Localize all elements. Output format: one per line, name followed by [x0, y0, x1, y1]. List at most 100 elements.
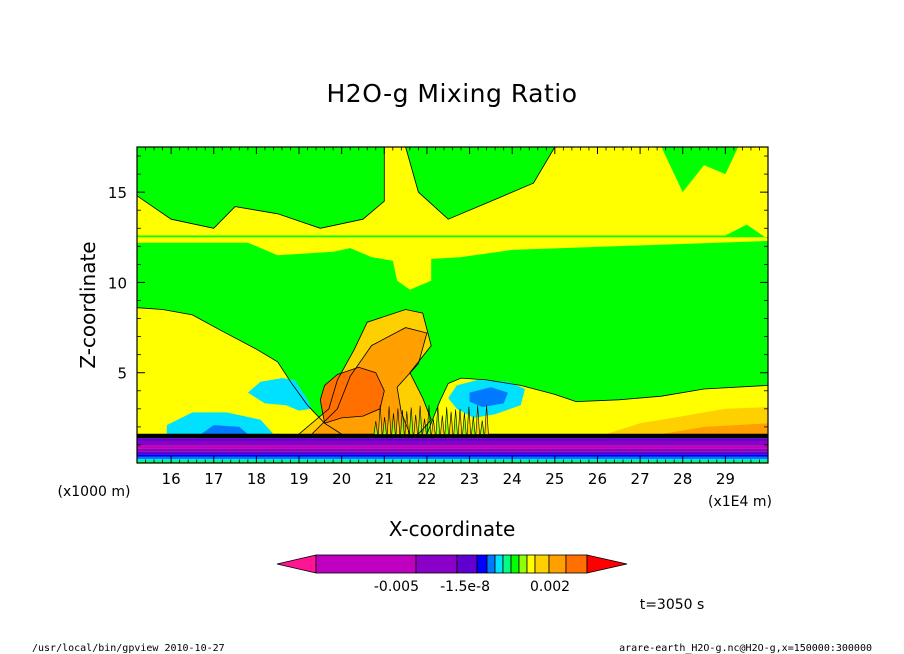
surface-band-0 — [137, 433, 768, 439]
colorbar-box-9 — [518, 554, 528, 574]
x-unit-label: (x1E4 m) — [708, 494, 772, 510]
dense-contour-23 — [475, 405, 480, 435]
time-label: t=3050 s — [640, 597, 705, 613]
contour-region-1 — [137, 147, 385, 229]
x-axis-label: X-coordinate — [389, 517, 516, 541]
dense-contour-17 — [449, 411, 454, 435]
y-axis-ticks: 5 10 15 — [108, 155, 768, 446]
x-tick-label-18: 18 — [247, 470, 266, 488]
dense-contour-5 — [395, 408, 400, 435]
footer-left: /usr/local/bin/gpview 2010-10-27 — [32, 643, 225, 654]
y-tick-label-10: 10 — [108, 274, 127, 292]
chart-title: H2O-g Mixing Ratio — [326, 79, 577, 108]
surface-band-3 — [137, 445, 768, 449]
footer-right: arare-earth_H2O-g.nc@H2O-g,x=150000:3000… — [619, 643, 872, 654]
dense-contour-24 — [480, 420, 485, 435]
colorbar-box-6 — [494, 554, 504, 574]
dense-contour-18 — [453, 409, 458, 435]
x-tick-label-25: 25 — [545, 470, 564, 488]
x-tick-label-29: 29 — [716, 470, 735, 488]
contour-line-3 — [311, 327, 428, 435]
contour-fill-regions — [137, 147, 768, 463]
colorbar-box-10 — [526, 554, 536, 574]
x-tick-label-28: 28 — [673, 470, 692, 488]
colorbar-box-8 — [510, 554, 520, 574]
surface-band-7 — [137, 456, 768, 460]
contour-region-14 — [247, 378, 312, 411]
surface-band-6 — [137, 454, 768, 457]
contour-line-0 — [137, 147, 385, 229]
contour-region-16 — [469, 387, 508, 407]
contour-line-1 — [405, 147, 556, 220]
colorbar-tick-labels: -0.005 -1.5e-8 0.002 — [374, 579, 570, 595]
colorbar-lower-arrow — [276, 554, 317, 574]
colorbar-tick-label-2: 0.002 — [530, 579, 570, 595]
colorbar-box-5 — [486, 554, 496, 574]
contour-region-18 — [201, 425, 248, 435]
dense-contour-1 — [378, 405, 383, 435]
plot-area — [137, 147, 768, 463]
contour-line-4 — [319, 366, 385, 424]
dense-contour-9 — [413, 414, 418, 435]
y-unit-label: (x1000 m) — [58, 484, 131, 500]
colorbar-upper-arrow — [586, 554, 628, 574]
x-tick-label-22: 22 — [417, 470, 436, 488]
contour-region-12 — [661, 423, 768, 435]
colorbar-box-13 — [565, 554, 588, 574]
surface-band-1 — [137, 438, 768, 441]
colorbar-box-3 — [456, 554, 478, 574]
colorbar-box-12 — [548, 554, 567, 574]
dense-contour-zone — [373, 405, 489, 435]
y-tick-label-5: 5 — [117, 365, 127, 383]
dense-contour-13 — [431, 419, 436, 435]
dense-contour-4 — [391, 413, 396, 435]
x-tick-label-23: 23 — [460, 470, 479, 488]
colorbar-box-1 — [315, 554, 417, 574]
colorbar — [276, 554, 628, 574]
contour-region-13 — [320, 367, 385, 424]
contour-region-6 — [137, 392, 206, 409]
colorbar-box-7 — [502, 554, 512, 574]
x-tick-label-26: 26 — [588, 470, 607, 488]
dense-contour-21 — [466, 406, 471, 435]
dense-contour-19 — [457, 408, 463, 435]
dense-contour-10 — [418, 405, 423, 435]
surface-bands — [137, 433, 768, 463]
contour-line-6 — [426, 377, 768, 435]
surface-band-4 — [137, 448, 768, 452]
dense-contour-15 — [440, 415, 445, 435]
dense-contour-22 — [471, 416, 476, 435]
x-tick-label-19: 19 — [289, 470, 308, 488]
dense-contour-0 — [373, 421, 378, 435]
contour-region-3 — [661, 147, 739, 193]
x-tick-label-27: 27 — [631, 470, 650, 488]
contour-line-2 — [298, 309, 432, 435]
x-tick-label-16: 16 — [162, 470, 181, 488]
x-axis-ticks: 16 17 18 19 20 21 22 23 24 25 26 27 28 29 — [136, 147, 760, 488]
surface-band-2 — [137, 440, 768, 446]
colorbar-box-11 — [534, 554, 550, 574]
y-axis-label: Z-coordinate — [76, 241, 100, 368]
contour-region-2 — [405, 147, 555, 220]
contour-lines — [137, 147, 768, 435]
x-tick-label-20: 20 — [332, 470, 351, 488]
contour-region-17 — [166, 412, 274, 435]
dense-contour-2 — [382, 416, 387, 435]
surface-band-5 — [137, 451, 768, 455]
dense-contour-6 — [400, 409, 405, 435]
dense-contour-16 — [444, 407, 449, 435]
x-tick-label-24: 24 — [503, 470, 522, 488]
colorbar-box-4 — [476, 554, 488, 574]
dense-contour-3 — [387, 406, 392, 435]
colorbar-box-2 — [415, 554, 458, 574]
colorbar-tick-label-1: -1.5e-8 — [440, 579, 490, 595]
y-tick-label-15: 15 — [108, 184, 127, 202]
contour-line-5 — [137, 307, 342, 435]
x-tick-label-21: 21 — [375, 470, 394, 488]
dense-contour-25 — [484, 405, 489, 435]
contour-region-4 — [137, 224, 768, 240]
colorbar-tick-label-0: -0.005 — [374, 579, 419, 595]
dense-contour-8 — [409, 407, 414, 435]
dense-contour-20 — [462, 412, 467, 435]
